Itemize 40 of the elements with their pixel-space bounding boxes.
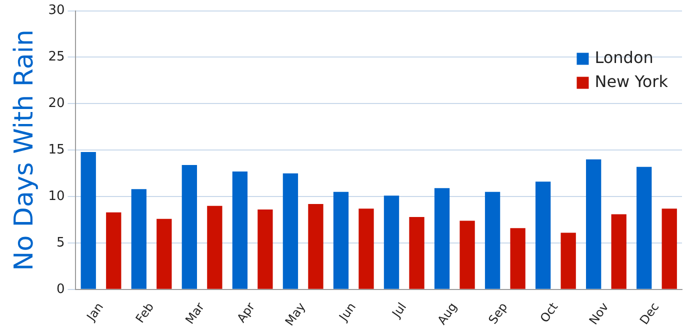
x-tick-label: Oct xyxy=(537,300,561,326)
bar xyxy=(484,192,500,289)
bar xyxy=(409,216,424,289)
x-tick-label: Jan xyxy=(83,300,106,324)
bar xyxy=(636,166,652,289)
x-tick-label: Jul xyxy=(388,300,410,321)
y-tick-label: 25 xyxy=(48,50,65,65)
x-tick-label: Sep xyxy=(486,300,510,327)
y-tick-label: 0 xyxy=(56,282,65,297)
bar xyxy=(510,228,526,289)
bar xyxy=(384,196,400,289)
bar xyxy=(258,210,273,289)
bar xyxy=(560,232,576,289)
y-tick-label: 10 xyxy=(48,188,65,204)
bar xyxy=(156,218,172,289)
legend-label: London xyxy=(594,48,654,67)
bar xyxy=(182,164,197,289)
bar xyxy=(460,220,475,289)
y-tick-label: 15 xyxy=(48,142,65,158)
bar xyxy=(308,204,324,289)
y-axis-title: No Days With Rain xyxy=(9,30,40,271)
bar xyxy=(535,182,551,289)
bar xyxy=(358,208,374,289)
y-tick-label: 20 xyxy=(48,96,65,112)
bar xyxy=(131,189,146,289)
bar xyxy=(333,192,349,289)
bar xyxy=(434,188,450,289)
bar xyxy=(106,212,122,289)
y-tick-label: 30 xyxy=(48,3,65,18)
bar xyxy=(586,159,602,289)
x-tick-label: Feb xyxy=(132,300,157,326)
legend-label: New York xyxy=(594,72,669,91)
bar xyxy=(662,208,677,289)
bar xyxy=(232,171,248,289)
bar xyxy=(207,206,222,289)
bar xyxy=(282,173,298,289)
x-tick-label: Jun xyxy=(336,300,359,324)
bar xyxy=(80,152,96,289)
y-tick-label: 5 xyxy=(56,235,65,250)
bar xyxy=(611,214,626,289)
